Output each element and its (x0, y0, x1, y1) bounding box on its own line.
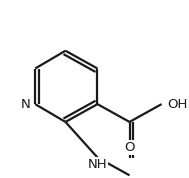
Text: N: N (21, 98, 31, 111)
Text: O: O (124, 141, 135, 154)
Text: OH: OH (167, 98, 187, 111)
Text: NH: NH (88, 158, 107, 171)
